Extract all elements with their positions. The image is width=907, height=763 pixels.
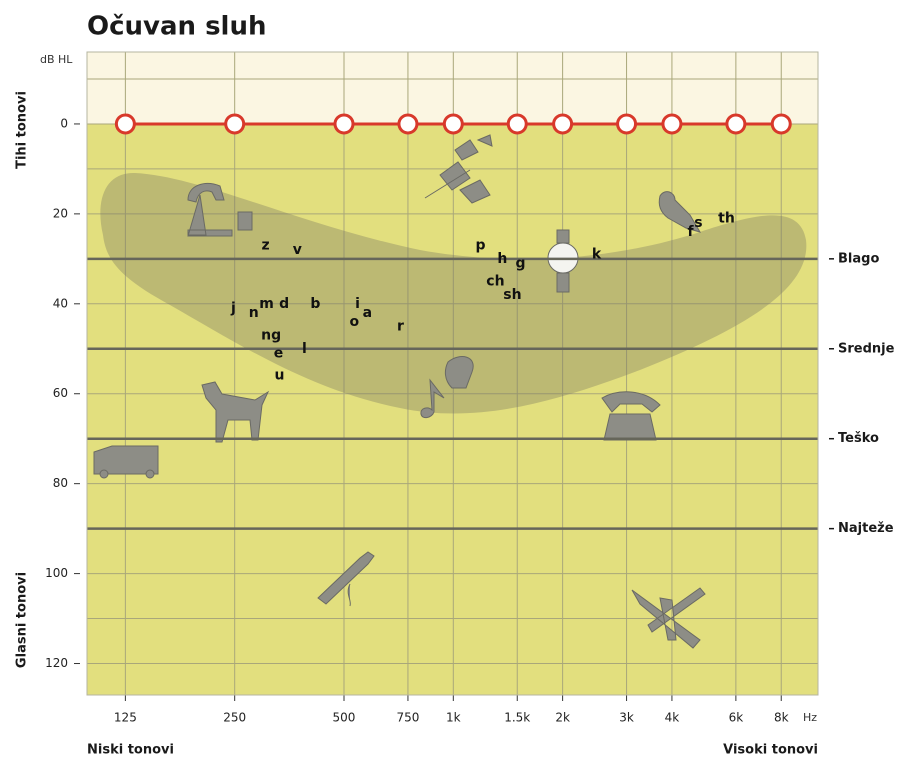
phoneme: u — [274, 368, 284, 384]
phoneme: sh — [503, 287, 521, 303]
threshold-marker — [442, 113, 464, 135]
x-tick-label: 2k — [555, 711, 570, 725]
level-label: Teško — [838, 431, 879, 446]
threshold-marker — [224, 113, 246, 135]
phoneme: d — [279, 296, 289, 312]
y-unit: dB HL — [40, 53, 73, 66]
phoneme: h — [497, 251, 507, 267]
drill-icon — [317, 551, 375, 607]
speech-banana — [100, 172, 807, 414]
truck-icon — [93, 445, 159, 475]
threshold-marker — [506, 113, 528, 135]
truck-wheel — [99, 469, 109, 479]
dog-icon — [201, 381, 270, 443]
threshold-marker — [397, 113, 419, 135]
x-tick-label: 6k — [729, 711, 744, 725]
x-tick-label: 500 — [333, 711, 356, 725]
leaves-icon — [424, 134, 493, 204]
x-tick-label: 125 — [114, 711, 137, 725]
level-label: Srednje — [838, 341, 895, 356]
threshold-marker — [552, 113, 574, 135]
phoneme: g — [515, 255, 525, 271]
phoneme: th — [718, 210, 735, 226]
plane-icon — [631, 587, 706, 649]
phoneme: r — [397, 318, 404, 334]
phoneme: p — [475, 237, 485, 253]
series — [114, 113, 792, 135]
x-tick-label: 250 — [223, 711, 246, 725]
level-label: Blago — [838, 251, 879, 266]
y-label-bottom: Glasni tonovi — [15, 572, 30, 668]
x-tick-label: 750 — [396, 711, 419, 725]
y-tick-label: 20 — [53, 206, 68, 220]
threshold-marker — [725, 113, 747, 135]
y-tick-label: 60 — [53, 386, 68, 400]
x-tick-label: 4k — [665, 711, 680, 725]
bird-icon — [658, 191, 702, 233]
threshold-marker — [616, 113, 638, 135]
phoneme: ng — [261, 327, 281, 343]
y-label-top: Tihi tonovi — [15, 91, 30, 169]
cup-icon — [237, 211, 253, 231]
y-tick-label: 40 — [53, 296, 68, 310]
y-tick-label: 0 — [60, 116, 68, 130]
faucet-icon — [187, 183, 233, 237]
phoneme: k — [592, 246, 602, 262]
threshold-marker — [333, 113, 355, 135]
truck-wheel — [145, 469, 155, 479]
phoneme: l — [302, 341, 307, 357]
phoneme: j — [230, 300, 236, 316]
plot-frame — [86, 51, 819, 696]
x-label-left: Niski tonovi — [87, 743, 174, 758]
chart-title: Očuvan sluh — [87, 12, 267, 42]
x-label-right: Visoki tonovi — [723, 743, 818, 758]
phoneme: e — [274, 345, 284, 361]
watch-strap — [556, 229, 570, 293]
chicken-icon — [444, 356, 474, 389]
phone-icon — [601, 391, 661, 441]
phoneme: ch — [486, 273, 504, 289]
phoneme: s — [694, 215, 702, 231]
threshold-marker — [661, 113, 683, 135]
levels: Blago Srednje Teško Najteže — [87, 251, 895, 536]
axes: 0 20 40 60 80 100 120 125 250 500 750 1k 1.5k 2k 3k 4k 6… — [45, 51, 819, 725]
phoneme: f — [687, 224, 694, 240]
phoneme: v — [293, 242, 302, 258]
threshold-marker — [770, 113, 792, 135]
y-tick-label: 80 — [53, 476, 68, 490]
note-icon — [420, 378, 445, 419]
y-tick-label: 120 — [45, 656, 68, 670]
phoneme: n — [249, 305, 259, 321]
phoneme: z — [261, 237, 269, 253]
phoneme: o — [350, 314, 360, 330]
icons — [93, 134, 706, 649]
y-tick-label: 100 — [45, 566, 68, 580]
x-unit: Hz — [803, 711, 817, 724]
x-tick-label: 1k — [446, 711, 461, 725]
phoneme: a — [363, 305, 372, 321]
phoneme: i — [355, 296, 360, 312]
x-tick-label: 3k — [619, 711, 634, 725]
phoneme: m — [259, 296, 274, 312]
threshold-marker — [114, 113, 136, 135]
x-tick-label: 1.5k — [504, 711, 530, 725]
x-tick-label: 8k — [774, 711, 789, 725]
phoneme: b — [310, 296, 320, 312]
level-label: Najteže — [838, 521, 894, 536]
quiet-zone — [87, 52, 818, 124]
